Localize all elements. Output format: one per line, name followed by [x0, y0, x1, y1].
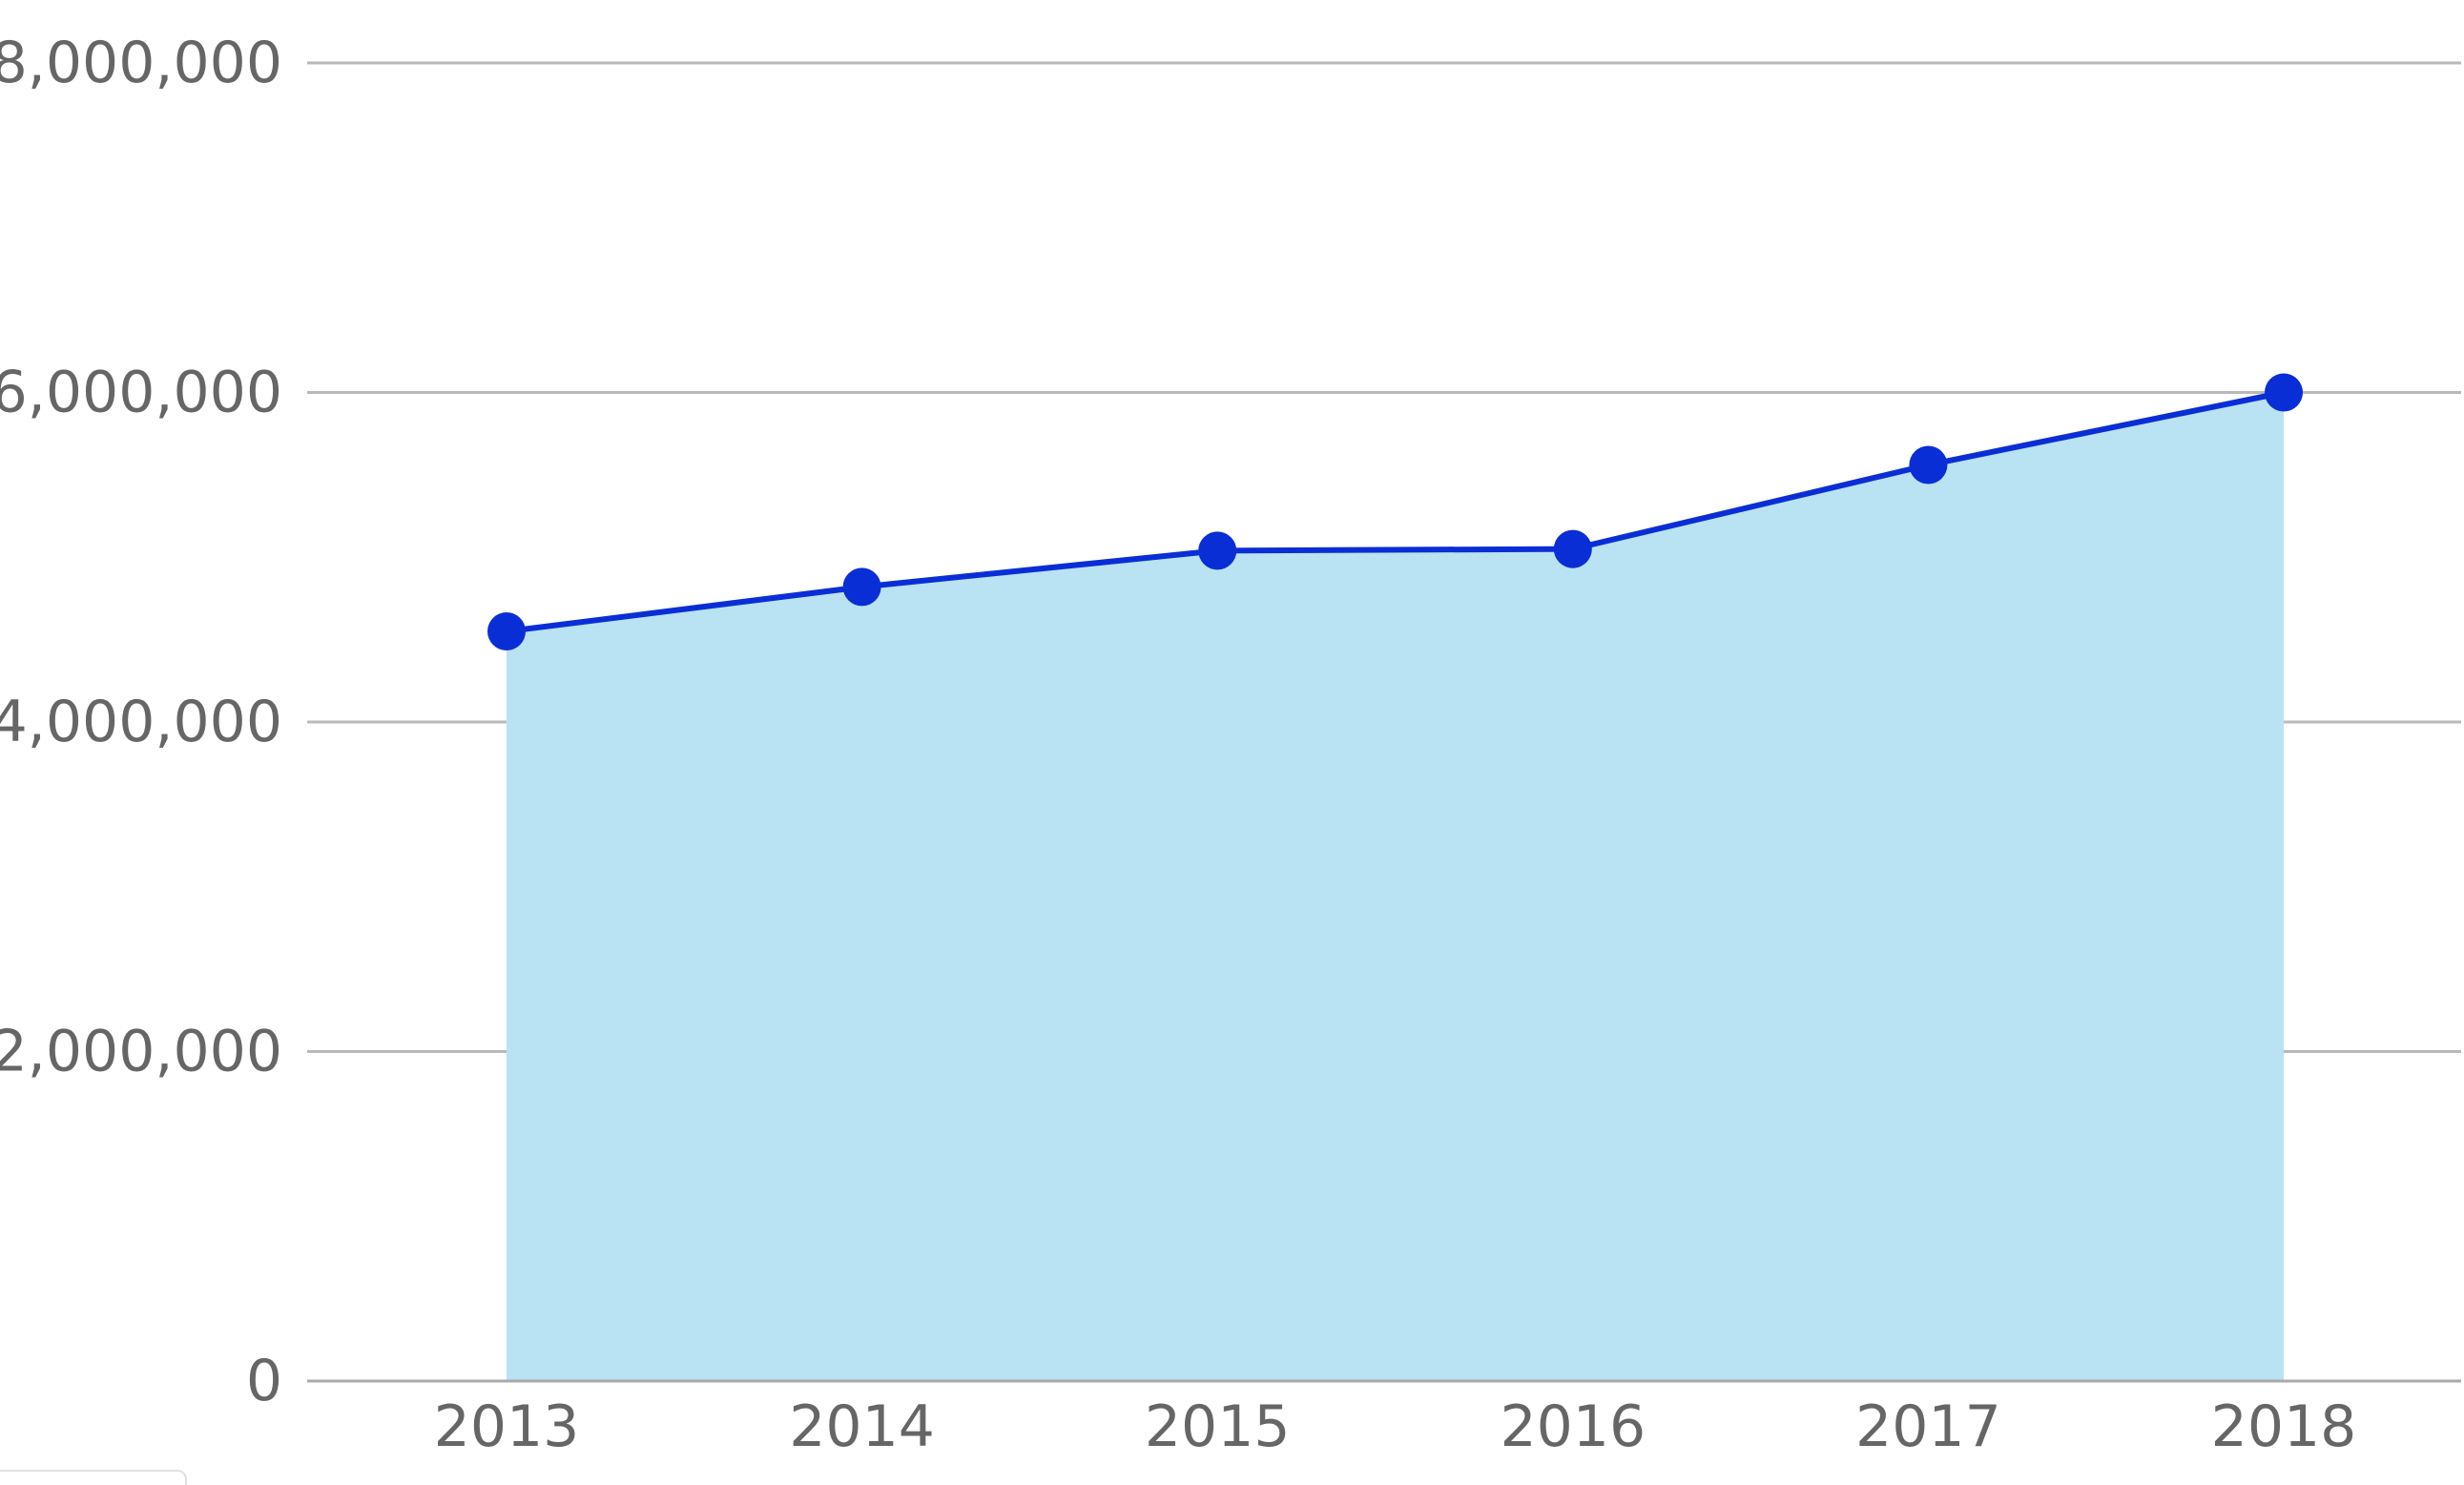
data-point-2017: [1909, 445, 1948, 485]
x-tick-label: 2016: [1500, 1393, 1646, 1460]
x-tick-label: 2014: [789, 1393, 935, 1460]
y-axis-tick-labels: 0 2,000,000 4,000,000 6,000,000 8,000,000: [0, 30, 282, 1414]
y-tick-label: 0: [246, 1348, 282, 1414]
y-tick-label: 4,000,000: [0, 689, 282, 755]
series-line: [504, 389, 2287, 634]
data-point-2015: [1198, 531, 1237, 570]
series-area: [307, 392, 2461, 1383]
data-point-2016: [1553, 529, 1592, 568]
y-tick-label: 2,000,000: [0, 1019, 282, 1085]
data-point-2013: [487, 611, 526, 650]
x-tick-label: 2015: [1145, 1393, 1291, 1460]
x-axis-tick-labels: 2013 2014 2015 2016 2017 2018: [434, 1393, 2357, 1460]
y-tick-label: 6,000,000: [0, 360, 282, 426]
data-point-2014: [842, 567, 881, 607]
bottom-tab-edge: [0, 1470, 187, 1485]
data-point-2018: [2265, 373, 2303, 412]
x-tick-label: 2018: [2211, 1393, 2357, 1460]
x-tick-label: 2013: [434, 1393, 580, 1460]
data-points: [487, 373, 2303, 650]
x-tick-label: 2017: [1855, 1393, 2001, 1460]
y-tick-label: 8,000,000: [0, 30, 282, 96]
area-fill: [507, 392, 2284, 1381]
series-line-path: [504, 389, 2287, 634]
